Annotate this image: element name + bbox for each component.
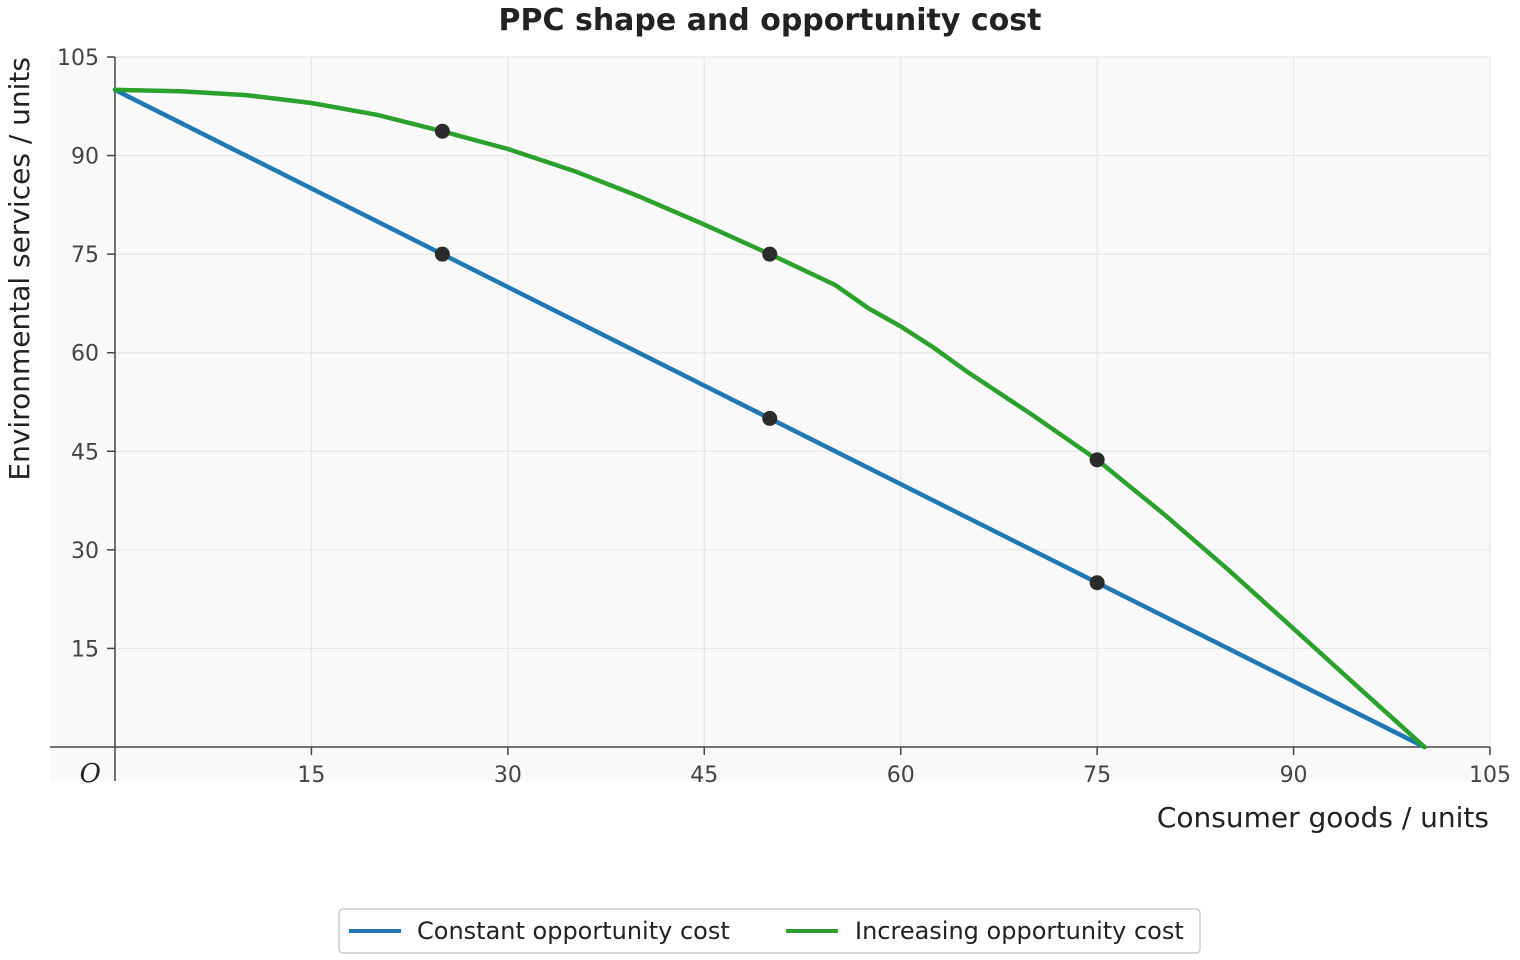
legend-label-constant: Constant opportunity cost bbox=[417, 917, 730, 945]
y-tick-label: 60 bbox=[71, 342, 99, 367]
y-tick-label: 45 bbox=[71, 440, 99, 465]
ticks: 15 30 45 60 75 90 105 15 30 45 60 75 90 105 bbox=[57, 46, 1511, 788]
x-tick-label: 75 bbox=[1083, 763, 1111, 788]
y-tick-label: 75 bbox=[71, 243, 99, 268]
y-tick-label: 90 bbox=[71, 145, 99, 170]
data-point-marker bbox=[762, 410, 778, 426]
y-axis-title: Environmental services / units bbox=[3, 57, 36, 481]
x-tick-label: 105 bbox=[1469, 763, 1511, 788]
series-line-increasing bbox=[112, 87, 1427, 750]
data-point-marker bbox=[434, 123, 450, 139]
data-point-marker bbox=[762, 246, 778, 262]
x-tick-label: 60 bbox=[887, 763, 915, 788]
y-tick-label: 15 bbox=[71, 637, 99, 662]
y-tick-label: 105 bbox=[57, 46, 99, 71]
grid bbox=[115, 56, 1491, 747]
origin-label: O bbox=[80, 759, 101, 789]
data-point-marker bbox=[1089, 575, 1105, 591]
x-tick-label: 30 bbox=[494, 763, 522, 788]
legend-box bbox=[338, 908, 1201, 954]
point-markers bbox=[434, 123, 1105, 591]
axes bbox=[50, 57, 1490, 781]
x-tick-label: 15 bbox=[297, 763, 325, 788]
chart-title: PPC shape and opportunity cost bbox=[499, 3, 1042, 38]
data-point-marker bbox=[434, 246, 450, 262]
legend: Constant opportunity cost Increasing opp… bbox=[338, 908, 1201, 954]
legend-label-increasing: Increasing opportunity cost bbox=[855, 917, 1184, 945]
data-point-marker bbox=[1089, 452, 1105, 468]
x-tick-label: 45 bbox=[690, 763, 718, 788]
x-tick-label: 90 bbox=[1280, 763, 1308, 788]
y-tick-label: 30 bbox=[71, 539, 99, 564]
x-axis-title: Consumer goods / units bbox=[1157, 801, 1489, 834]
